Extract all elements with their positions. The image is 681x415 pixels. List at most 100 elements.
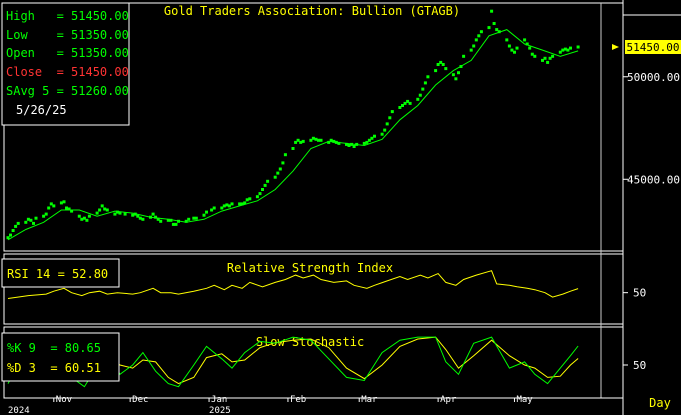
price-point (319, 138, 323, 142)
price-point (32, 221, 35, 225)
price-point (365, 140, 369, 144)
rsi-tick-label: 50 (633, 287, 646, 300)
price-point (436, 63, 440, 66)
info-sma: SAvg 5 = 51260.00 (6, 84, 129, 98)
price-point (309, 138, 313, 142)
year-label: 2024 (8, 406, 30, 415)
price-point (243, 201, 247, 205)
price-point (497, 30, 501, 34)
price-point (337, 141, 341, 145)
price-point (225, 203, 229, 207)
price-point (44, 212, 48, 216)
price-point (362, 141, 366, 145)
sma-5-line (7, 29, 579, 241)
price-point (474, 38, 478, 42)
price-point (472, 44, 476, 48)
price-point (441, 63, 445, 66)
price-point (398, 106, 402, 109)
price-point (434, 69, 438, 73)
price-point (401, 104, 404, 107)
price-point (543, 56, 547, 60)
price-point (515, 46, 519, 50)
price-point (184, 219, 188, 223)
price-point (451, 73, 455, 77)
price-point (263, 183, 267, 187)
price-point (426, 75, 430, 79)
price-point (390, 110, 394, 114)
price-point (385, 122, 389, 126)
rsi-title: Relative Strength Index (227, 261, 393, 275)
price-point (528, 46, 532, 50)
price-point (558, 50, 562, 54)
month-label: Jan (211, 395, 227, 405)
price-point (80, 217, 84, 221)
price-point (113, 212, 117, 216)
price-point (187, 217, 191, 221)
stoch-tick-label: 50 (633, 359, 646, 372)
price-tick-label: 45000.00 (627, 173, 680, 186)
price-point (352, 145, 356, 148)
price-point (159, 219, 163, 223)
price-point (220, 206, 224, 210)
price-point (294, 140, 298, 144)
stoch-label-box: %K 9 = 80.65 %D 3 = 60.51 (1, 332, 120, 382)
price-point (406, 99, 410, 103)
info-open: Open = 51350.00 (6, 46, 129, 60)
price-point (138, 216, 142, 220)
price-point (439, 60, 443, 64)
month-label: Mar (361, 395, 378, 405)
price-point (576, 45, 580, 49)
price-point (95, 211, 99, 215)
price-point (291, 147, 295, 150)
price-point (34, 216, 38, 220)
price-point (367, 138, 371, 142)
price-point (115, 210, 119, 214)
chart-title: Gold Traders Association: Bullion (GTAGB… (164, 4, 460, 18)
price-point (505, 38, 509, 42)
price-point (490, 9, 494, 13)
price-point (513, 50, 516, 54)
stoch-k-label: %K 9 = 80.65 (7, 341, 101, 355)
price-point (487, 26, 491, 30)
price-point (469, 48, 473, 52)
price-point (495, 28, 499, 32)
info-close: Close = 51450.00 (6, 65, 129, 79)
price-point (210, 208, 214, 212)
price-point (85, 218, 89, 222)
stoch-title: Slow Stochastic (256, 335, 364, 349)
price-point (416, 97, 420, 101)
price-point (276, 171, 280, 175)
x-unit-label: Day (649, 396, 671, 410)
price-point (454, 77, 458, 81)
last-price-tag-label: 51450.00 (627, 41, 680, 54)
price-point (29, 218, 33, 222)
price-point (131, 213, 135, 217)
price-point (194, 216, 198, 220)
price-point (548, 56, 552, 60)
month-label: Dec (132, 395, 148, 405)
price-point (156, 217, 160, 221)
price-point (49, 202, 53, 206)
month-label: Nov (56, 395, 72, 405)
price-point (240, 202, 244, 206)
price-point (273, 175, 277, 179)
price-point (16, 221, 20, 225)
price-point (566, 48, 570, 52)
price-point (222, 204, 226, 208)
price-point (238, 202, 242, 206)
price-point (479, 30, 483, 34)
price-point (26, 217, 30, 221)
price-point (444, 67, 448, 71)
price-point (563, 47, 567, 51)
price-point (154, 215, 158, 219)
price-point (462, 54, 466, 58)
info-date: 5/26/25 (16, 103, 67, 117)
price-point (123, 212, 127, 216)
price-point (373, 134, 376, 138)
info-high: High = 51450.00 (6, 9, 129, 23)
price-point (227, 204, 231, 208)
price-point (212, 206, 216, 210)
info-low: Low = 51350.00 (6, 28, 129, 42)
price-point (283, 153, 287, 157)
